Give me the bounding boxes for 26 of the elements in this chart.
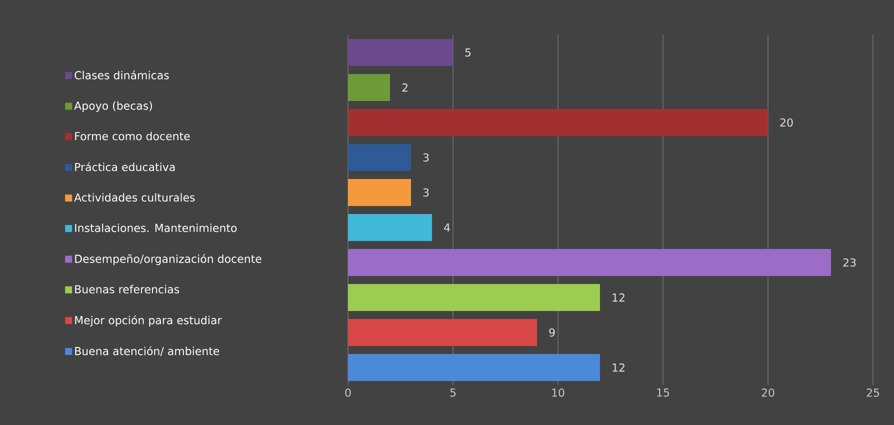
data-label: 23 <box>843 258 856 267</box>
data-label: 12 <box>612 293 624 302</box>
legend-label: Forme como docente <box>75 132 190 140</box>
legend-label: Actividades culturales <box>74 193 195 202</box>
data-label: 9 <box>549 328 555 337</box>
data-label: 20 <box>780 118 793 127</box>
data-label: 3 <box>423 188 429 197</box>
legend-label: Buena atención/ ambiente <box>75 346 220 356</box>
data-label: 4 <box>444 223 450 232</box>
data-label: 3 <box>423 153 429 162</box>
x-tick-label: 15 <box>657 388 670 397</box>
x-tick-label: 5 <box>450 388 456 397</box>
x-tick-label: 25 <box>866 388 880 397</box>
data-label: 12 <box>612 363 624 372</box>
x-tick-label: 20 <box>762 388 774 397</box>
x-tick-label: 10 <box>552 388 564 397</box>
data-label: 5 <box>465 48 471 57</box>
x-tick-label: 0 <box>345 388 351 397</box>
legend-label: Instalaciones. Mantenimiento <box>75 224 237 232</box>
legend-label: Buenas referencias <box>75 284 180 294</box>
legend-label: Desempeño/organización docente <box>75 254 262 266</box>
legend-label: Apoyo (becas) <box>74 101 152 112</box>
data-label: 2 <box>402 83 408 92</box>
legend-label: Práctica educativa <box>75 162 175 172</box>
legend-label: Clases dinámicas <box>74 70 169 80</box>
legend-label: Mejor opción para estudiar <box>75 315 222 326</box>
